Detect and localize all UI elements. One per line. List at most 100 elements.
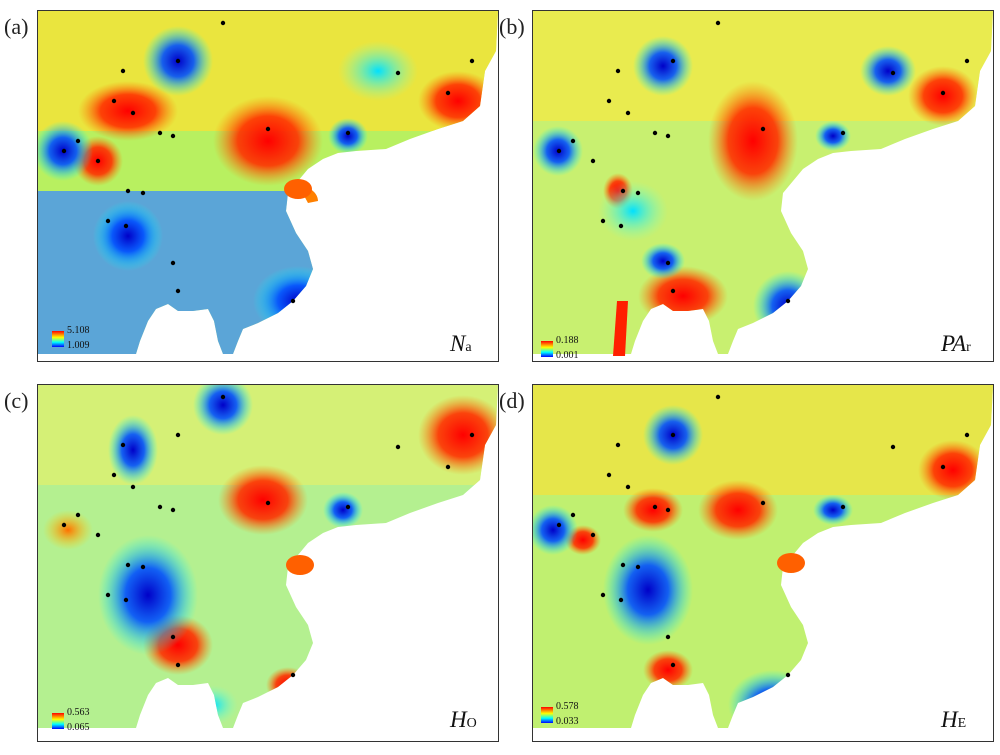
sample-point <box>120 68 126 74</box>
sample-point <box>130 484 136 490</box>
legend-max-value: 0.563 <box>67 707 90 718</box>
sample-point <box>760 126 766 132</box>
sample-point <box>652 130 658 136</box>
variable-label-d: HE <box>941 707 967 732</box>
sample-point <box>940 464 946 470</box>
legend-max-value: 5.108 <box>67 325 90 336</box>
sample-point <box>290 298 296 304</box>
sample-point <box>635 190 641 196</box>
sample-point <box>170 634 176 640</box>
legend-min-value: 0.001 <box>556 350 579 361</box>
sample-point <box>620 188 626 194</box>
sample-point <box>395 70 401 76</box>
sample-point <box>785 672 791 678</box>
sample-point <box>570 512 576 518</box>
map-panel-b: 0.188 0.001 PAr <box>532 10 994 362</box>
map-c-svg <box>38 385 498 728</box>
sample-point <box>395 444 401 450</box>
sample-point <box>620 562 626 568</box>
sample-point <box>840 504 846 510</box>
sample-point <box>290 672 296 678</box>
variable-label-c: HO <box>450 707 477 732</box>
sample-point <box>670 288 676 294</box>
color-scale-bar <box>52 331 64 347</box>
sample-point <box>111 98 117 104</box>
sample-point <box>170 507 176 513</box>
sample-point <box>445 464 451 470</box>
sample-point <box>123 223 129 229</box>
sample-point <box>175 432 181 438</box>
sample-point <box>556 522 562 528</box>
sample-point <box>265 126 271 132</box>
sample-point <box>140 564 146 570</box>
sample-point <box>130 110 136 116</box>
sample-point <box>345 504 351 510</box>
sample-point <box>964 432 970 438</box>
sample-point <box>265 500 271 506</box>
sample-point <box>469 432 475 438</box>
sample-point <box>556 148 562 154</box>
sample-point <box>157 130 163 136</box>
sample-point <box>890 444 896 450</box>
variable-label-b: PAr <box>941 331 971 356</box>
sample-point <box>715 20 721 26</box>
sample-point <box>590 158 596 164</box>
sample-point <box>940 90 946 96</box>
sample-point <box>606 98 612 104</box>
sample-point <box>665 133 671 139</box>
sample-point <box>61 522 67 528</box>
sample-point <box>123 597 129 603</box>
legend-min-value: 1.009 <box>67 340 90 351</box>
sample-point <box>625 484 631 490</box>
legend-max-value: 0.188 <box>556 335 579 346</box>
sample-point <box>469 58 475 64</box>
map-d-svg <box>533 385 993 728</box>
sample-point <box>600 592 606 598</box>
map-b-svg <box>533 11 993 356</box>
sample-point <box>964 58 970 64</box>
legend-max-value: 0.578 <box>556 701 579 712</box>
map-panel-a: 5.108 1.009 Na <box>37 10 499 362</box>
sample-point <box>175 58 181 64</box>
map-panel-d: 0.578 0.033 HE <box>532 384 994 742</box>
sample-point <box>665 260 671 266</box>
legend-min-value: 0.065 <box>67 722 90 733</box>
map-panel-c: 0.563 0.065 HO <box>37 384 499 742</box>
sample-point <box>220 20 226 26</box>
sample-point <box>652 504 658 510</box>
sample-point <box>175 662 181 668</box>
sample-point <box>220 394 226 400</box>
sample-point <box>670 662 676 668</box>
sample-point <box>125 188 131 194</box>
sample-point <box>125 562 131 568</box>
sample-point <box>570 138 576 144</box>
sample-point <box>170 133 176 139</box>
sample-point <box>670 432 676 438</box>
sample-point <box>75 512 81 518</box>
sample-point <box>120 442 126 448</box>
sample-point <box>170 260 176 266</box>
sample-point <box>95 158 101 164</box>
sample-point <box>590 532 596 538</box>
sample-point <box>140 190 146 196</box>
panel-b-tag: (b) <box>499 14 525 39</box>
sample-point <box>670 58 676 64</box>
sample-point <box>345 130 351 136</box>
legend-min-value: 0.033 <box>556 716 579 727</box>
variable-label-a: Na <box>450 331 472 356</box>
sample-point <box>105 592 111 598</box>
sample-point <box>840 130 846 136</box>
color-scale-bar <box>541 707 553 723</box>
sample-point <box>665 634 671 640</box>
sample-point <box>618 223 624 229</box>
sample-point <box>615 68 621 74</box>
panel-d-tag: (d) <box>499 388 525 413</box>
color-scale-bar <box>541 341 553 357</box>
sample-point <box>606 472 612 478</box>
sample-point <box>105 218 111 224</box>
panel-c-tag: (c) <box>4 388 29 413</box>
sample-point <box>635 564 641 570</box>
sample-point <box>445 90 451 96</box>
sample-point <box>615 442 621 448</box>
sample-point <box>111 472 117 478</box>
